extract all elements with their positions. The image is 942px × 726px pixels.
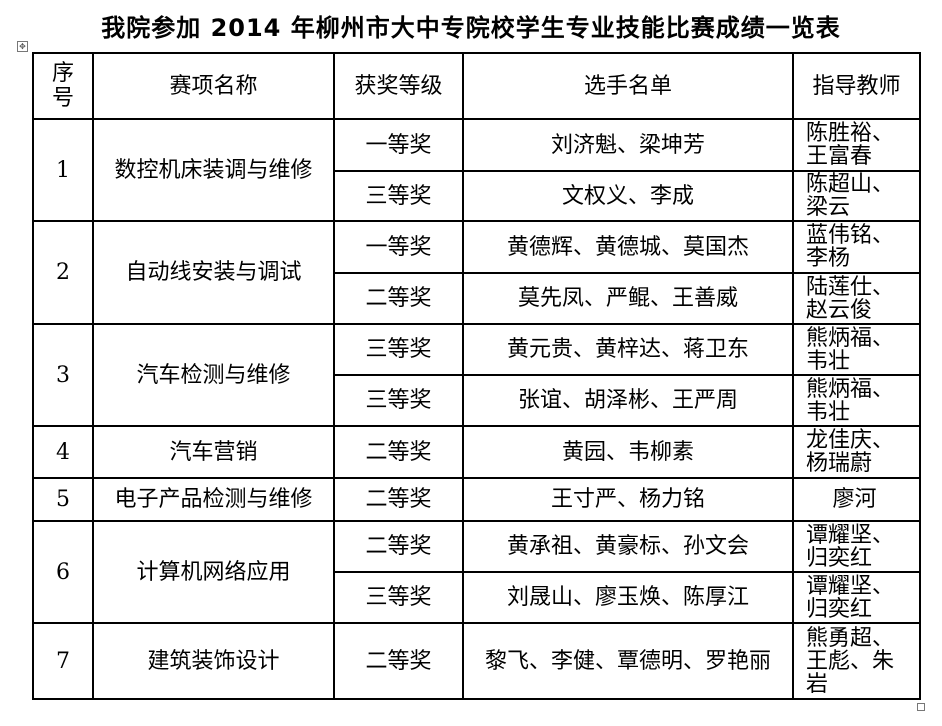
table-row: 2 自动线安装与调试 一等奖 黄德辉、黄德城、莫国杰 蓝伟铭、李杨 — [32, 220, 921, 325]
header-event: 赛项名称 — [92, 52, 335, 120]
cell-index: 6 — [32, 520, 94, 624]
cell-event: 汽车检测与维修 — [92, 323, 335, 427]
cell-event: 汽车营销 — [92, 425, 335, 479]
cell-award: 三等奖 — [333, 323, 464, 376]
cell-event: 电子产品检测与维修 — [92, 477, 335, 522]
cell-event: 数控机床装调与维修 — [92, 118, 335, 222]
table-row: 三等奖 张谊、胡泽彬、王严周 熊炳福、韦壮 — [33, 374, 921, 427]
table-row: 5 电子产品检测与维修 二等奖 王寸严、杨力铭 廖河 — [32, 477, 921, 522]
cell-teachers: 熊炳福、韦壮 — [792, 323, 921, 376]
table-row: 7 建筑装饰设计 二等奖 黎飞、李健、覃德明、罗艳丽 熊勇超、王彪、朱岩 — [32, 622, 921, 700]
cell-event: 自动线安装与调试 — [92, 220, 335, 325]
table-header-row: 序号 赛项名称 获奖等级 选手名单 指导教师 — [32, 52, 921, 120]
table-row: 4 汽车营销 二等奖 黄园、韦柳素 龙佳庆、杨瑞蔚 — [32, 425, 921, 479]
cell-award: 二等奖 — [333, 425, 464, 479]
cell-students: 黄元贵、黄梓达、蒋卫东 — [462, 323, 794, 376]
header-award: 获奖等级 — [333, 52, 464, 120]
cell-event: 建筑装饰设计 — [92, 622, 335, 700]
cell-award: 二等奖 — [333, 272, 464, 325]
cell-index: 5 — [32, 477, 94, 522]
cell-students: 王寸严、杨力铭 — [462, 477, 794, 522]
header-teachers: 指导教师 — [792, 52, 921, 120]
cell-award: 一等奖 — [333, 118, 464, 172]
header-students: 选手名单 — [462, 52, 794, 120]
cell-teachers: 陈胜裕、王富春 — [792, 118, 921, 172]
cell-teachers: 谭耀坚、归奕红 — [792, 520, 921, 573]
cell-award: 二等奖 — [333, 520, 464, 573]
cell-teachers: 廖河 — [792, 477, 921, 522]
cell-students: 张谊、胡泽彬、王严周 — [462, 374, 794, 427]
cell-students: 黄德辉、黄德城、莫国杰 — [462, 220, 794, 274]
cell-event: 计算机网络应用 — [92, 520, 335, 624]
cell-teachers: 谭耀坚、归奕红 — [792, 571, 921, 624]
cell-index: 4 — [32, 425, 94, 479]
table-move-handle-icon[interactable]: ✥ — [17, 41, 28, 52]
cell-index: 7 — [32, 622, 94, 700]
page-title: 我院参加 2014 年柳州市大中专院校学生专业技能比赛成绩一览表 — [101, 14, 841, 42]
cell-students: 文权义、李成 — [462, 170, 794, 222]
cell-teachers: 蓝伟铭、李杨 — [792, 220, 921, 274]
table-resize-handle[interactable] — [917, 703, 925, 711]
cell-teachers: 熊勇超、王彪、朱岩 — [792, 622, 921, 700]
cell-students: 莫先凤、严鲲、王善威 — [462, 272, 794, 325]
cell-index: 3 — [32, 323, 94, 427]
results-table: 序号 赛项名称 获奖等级 选手名单 指导教师 1 数控机床装调与维修 一等奖 刘济魁、… — [32, 52, 921, 700]
cell-students: 刘晟山、廖玉焕、陈厚江 — [462, 571, 794, 624]
cell-award: 三等奖 — [333, 374, 464, 427]
table-row: 二等奖 莫先凤、严鲲、王善威 陆莲仕、赵云俊 — [33, 272, 921, 325]
cell-students: 黎飞、李健、覃德明、罗艳丽 — [462, 622, 794, 700]
cell-award: 三等奖 — [333, 170, 464, 222]
cell-award: 二等奖 — [333, 622, 464, 700]
cell-teachers: 熊炳福、韦壮 — [792, 374, 921, 427]
table-row: 6 计算机网络应用 二等奖 黄承祖、黄豪标、孙文会 谭耀坚、归奕红 — [32, 520, 921, 624]
cell-index: 2 — [32, 220, 94, 325]
header-index: 序号 — [32, 52, 94, 120]
table-row: 3 汽车检测与维修 三等奖 黄元贵、黄梓达、蒋卫东 熊炳福、韦壮 — [32, 323, 921, 427]
cell-award: 一等奖 — [333, 220, 464, 274]
cell-teachers: 龙佳庆、杨瑞蔚 — [792, 425, 921, 479]
cell-students: 刘济魁、梁坤芳 — [462, 118, 794, 172]
table-row: 三等奖 文权义、李成 陈超山、梁云 — [33, 170, 921, 222]
table-row: 1 数控机床装调与维修 一等奖 刘济魁、梁坤芳 陈胜裕、王富春 — [32, 118, 921, 222]
cell-teachers: 陆莲仕、赵云俊 — [792, 272, 921, 325]
table-row: 三等奖 刘晟山、廖玉焕、陈厚江 谭耀坚、归奕红 — [33, 571, 921, 624]
cell-students: 黄承祖、黄豪标、孙文会 — [462, 520, 794, 573]
cell-award: 三等奖 — [333, 571, 464, 624]
cell-teachers: 陈超山、梁云 — [792, 170, 921, 222]
cell-award: 二等奖 — [333, 477, 464, 522]
cell-index: 1 — [32, 118, 94, 222]
cell-students: 黄园、韦柳素 — [462, 425, 794, 479]
